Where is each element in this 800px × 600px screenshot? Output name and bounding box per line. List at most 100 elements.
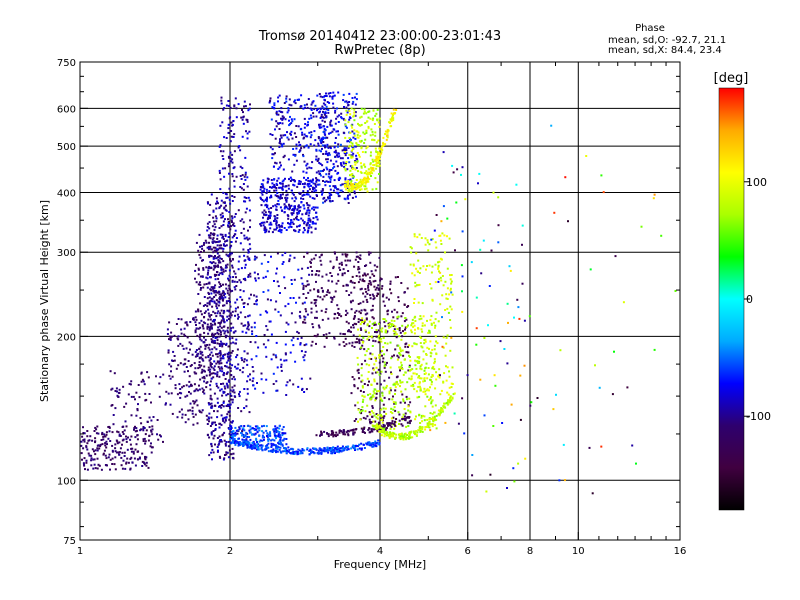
echo-point [329, 178, 332, 181]
echo-point [141, 378, 144, 381]
echo-point [278, 225, 281, 228]
echo-point [358, 271, 361, 274]
echo-point [360, 380, 363, 383]
echo-point [302, 155, 305, 158]
echo-point [341, 272, 344, 275]
echo-point [369, 251, 372, 254]
echo-point [185, 384, 188, 387]
echo-point [372, 443, 375, 446]
echo-point [279, 138, 281, 141]
echo-point [347, 104, 350, 107]
echo-point [324, 129, 327, 132]
echo-point [374, 159, 377, 162]
echo-point [430, 418, 433, 420]
echo-point [386, 361, 388, 364]
echo-point [288, 449, 291, 451]
echo-point [218, 301, 221, 304]
echo-point [430, 322, 433, 325]
echo-point [260, 224, 263, 227]
echo-point [242, 115, 245, 118]
echo-point [260, 446, 263, 449]
echo-point [433, 344, 436, 347]
echo-point [435, 340, 438, 343]
echo-point [357, 321, 360, 323]
echo-point [172, 360, 175, 362]
echo-point [213, 365, 216, 368]
echo-point [234, 272, 237, 275]
echo-point [447, 399, 450, 402]
echo-point [345, 162, 347, 165]
echo-point [251, 442, 254, 444]
echo-point [322, 110, 324, 113]
echo-point [218, 172, 221, 174]
echo-point [231, 310, 234, 313]
echo-point [428, 330, 431, 333]
echo-point [444, 251, 446, 254]
echo-point [229, 202, 232, 205]
echo-point [219, 389, 222, 392]
echo-point [376, 108, 379, 111]
echo-point [378, 164, 381, 167]
echo-point [343, 430, 346, 433]
echo-point [246, 255, 249, 258]
echo-point [363, 176, 366, 179]
echo-point [299, 149, 302, 152]
echo-point [232, 276, 235, 278]
echo-point [303, 160, 306, 163]
echo-point [369, 163, 372, 166]
echo-point [308, 117, 311, 120]
echo-point [308, 204, 311, 207]
echo-point [96, 449, 99, 452]
echo-point [278, 440, 281, 443]
echo-point [326, 432, 329, 435]
echo-point [271, 231, 274, 234]
echo-point [285, 394, 288, 396]
echo-point [353, 282, 356, 284]
echo-point [204, 239, 207, 242]
echo-point [287, 158, 290, 161]
echo-point [229, 156, 232, 159]
echo-point [361, 279, 364, 282]
echo-point [203, 392, 206, 395]
echo-point [295, 159, 298, 162]
echo-point [267, 178, 270, 181]
echo-point [119, 435, 122, 437]
echo-point [359, 288, 362, 291]
echo-point [415, 373, 418, 376]
echo-point [290, 283, 293, 285]
echo-point [213, 346, 216, 349]
echo-point [446, 217, 449, 220]
echo-point [142, 429, 145, 432]
echo-point [227, 236, 230, 238]
echo-point [276, 217, 279, 220]
echo-point [341, 191, 344, 193]
echo-point [83, 463, 85, 466]
echo-point [369, 444, 372, 447]
echo-point [207, 308, 210, 311]
echo-point [214, 284, 217, 287]
echo-point [283, 207, 286, 210]
echo-point [381, 295, 384, 298]
echo-point [270, 444, 273, 447]
echo-point [221, 233, 224, 236]
echo-point [242, 445, 245, 447]
echo-point [270, 439, 273, 442]
echo-point [207, 291, 210, 294]
echo-point [259, 444, 261, 447]
echo-point [198, 366, 201, 369]
echo-point [277, 441, 280, 444]
echo-point [229, 300, 231, 303]
echo-point [293, 184, 296, 187]
echo-point [208, 412, 211, 415]
echo-point [306, 203, 309, 206]
echo-point [314, 316, 316, 319]
echo-point [403, 434, 406, 437]
echo-point [326, 168, 329, 171]
echo-point [424, 393, 427, 396]
echo-point [90, 459, 93, 462]
echo-point [302, 293, 305, 295]
echo-point [167, 392, 170, 395]
echo-point [326, 125, 329, 128]
echo-point [420, 416, 423, 419]
echo-point [214, 255, 216, 257]
